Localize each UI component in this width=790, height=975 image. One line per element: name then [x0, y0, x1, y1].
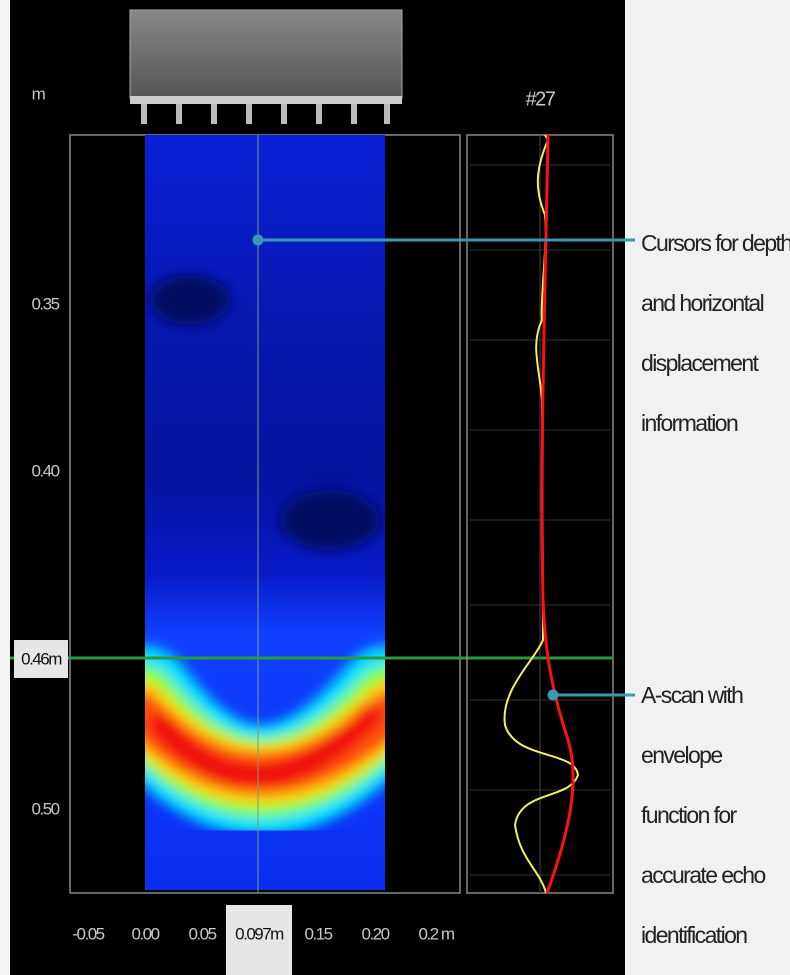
- depth-label: 0.50: [31, 799, 59, 818]
- annotation-text: A-scan with: [641, 682, 743, 708]
- position-cursor-label: 0.097m: [235, 924, 284, 943]
- position-label: 0.2 m: [418, 924, 454, 943]
- depth-label: 0.40: [31, 461, 59, 480]
- position-label: 0.20: [361, 924, 389, 943]
- annotation-area: [625, 0, 790, 975]
- annotation-text: information: [641, 410, 738, 436]
- annotation-text: displacement: [641, 350, 760, 376]
- annotation-text: Cursors for depth: [641, 230, 790, 256]
- depth-label: 0.35: [31, 294, 59, 313]
- position-label: 0.05: [188, 924, 216, 943]
- position-label: 0.00: [131, 924, 159, 943]
- annotation-connector: [252, 234, 635, 701]
- scan-number: #27: [526, 88, 556, 110]
- depth-cursor-label: 0.46m: [21, 649, 62, 668]
- annotation-text: envelope: [641, 742, 722, 768]
- probe: [129, 9, 403, 124]
- position-label: 0.15: [304, 924, 332, 943]
- position-cursor-box: [226, 905, 292, 975]
- position-label: -0.05: [72, 924, 104, 943]
- annotation-text: function for: [641, 802, 738, 828]
- annotation-text: identification: [641, 922, 747, 948]
- depth-unit: m: [32, 84, 46, 103]
- depth-cursor-box: [14, 640, 68, 678]
- bscan-image: [145, 135, 385, 890]
- ascan-panel: [466, 134, 614, 894]
- annotation-text: accurate echo: [641, 862, 765, 888]
- annotation-text: and horizontal: [641, 290, 764, 316]
